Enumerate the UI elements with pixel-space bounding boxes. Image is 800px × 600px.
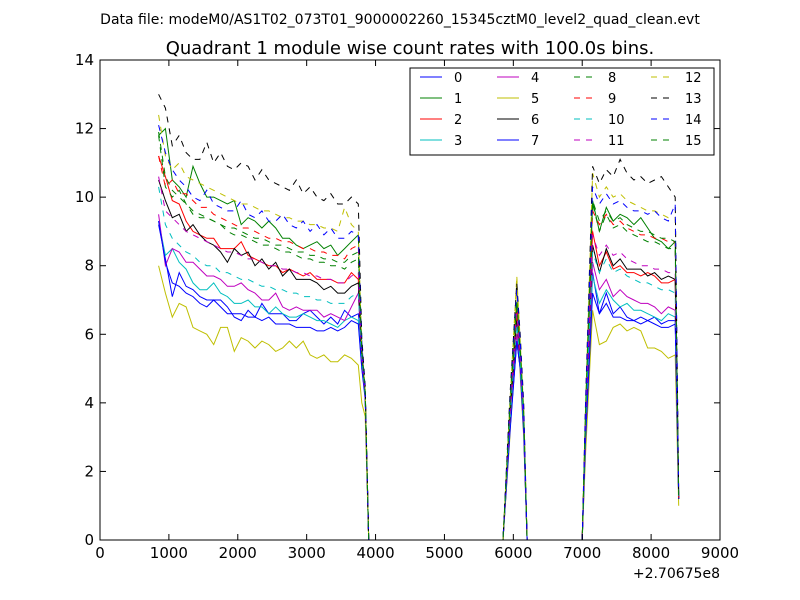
x-tick-label: 3000 (288, 544, 326, 562)
series-line-12 (158, 114, 680, 541)
legend-label-7: 7 (531, 134, 539, 149)
x-tick-label: 6000 (494, 544, 532, 562)
y-tick-label: 8 (84, 257, 94, 275)
series-line-1 (158, 127, 680, 541)
series-line-9 (158, 155, 680, 541)
y-tick-label: 14 (75, 51, 94, 69)
series-line-13 (158, 94, 680, 541)
series-line-4 (158, 214, 680, 541)
chart-title: Quadrant 1 module wise count rates with … (166, 38, 655, 59)
legend-label-14: 14 (685, 113, 702, 128)
series-line-0 (158, 224, 680, 541)
y-tick-label: 2 (84, 462, 94, 480)
legend-label-10: 10 (608, 113, 625, 128)
series-line-14 (158, 124, 680, 541)
series-line-7 (158, 221, 680, 541)
legend-label-5: 5 (531, 92, 539, 107)
legend-label-8: 8 (608, 71, 616, 86)
series-line-6 (158, 179, 680, 541)
legend-label-13: 13 (685, 92, 702, 107)
y-tick-label: 0 (84, 531, 94, 549)
x-tick-label: 8000 (632, 544, 670, 562)
legend-label-4: 4 (531, 71, 539, 86)
series-line-10 (158, 186, 680, 541)
y-tick-label: 6 (84, 325, 94, 343)
series-lines (158, 94, 680, 541)
y-tick-label: 12 (75, 120, 94, 138)
x-tick-label: 1000 (150, 544, 188, 562)
legend-label-6: 6 (531, 113, 539, 128)
x-offset-label: +2.70675e8 (633, 566, 720, 582)
data-file-label: Data file: modeM0/AS1T02_073T01_90000022… (100, 12, 700, 28)
series-line-5 (158, 265, 680, 541)
series-line-2 (158, 155, 680, 541)
series-line-15 (158, 131, 680, 541)
x-tick-label: 5000 (425, 544, 463, 562)
legend-label-11: 11 (608, 134, 625, 149)
series-line-11 (158, 176, 680, 541)
legend-label-1: 1 (454, 92, 462, 107)
legend-label-15: 15 (685, 134, 702, 149)
x-tick-label: 2000 (219, 544, 257, 562)
x-tick-label: 4000 (356, 544, 394, 562)
x-axis-ticks: 0 1000 2000 3000 4000 5000 6000 7000 8000 9000 (95, 60, 739, 562)
legend-label-0: 0 (454, 71, 462, 86)
x-tick-label: 0 (95, 544, 105, 562)
plot-frame (99, 59, 721, 541)
y-tick-label: 4 (84, 394, 94, 412)
x-tick-label: 7000 (563, 544, 601, 562)
x-tick-label: 9000 (701, 544, 739, 562)
legend-label-12: 12 (685, 71, 702, 86)
series-line-3 (158, 221, 680, 541)
series-line-8 (158, 135, 680, 541)
y-tick-label: 10 (75, 188, 94, 206)
legend-label-3: 3 (454, 134, 462, 149)
legend-label-2: 2 (454, 113, 462, 128)
legend-label-9: 9 (608, 92, 616, 107)
